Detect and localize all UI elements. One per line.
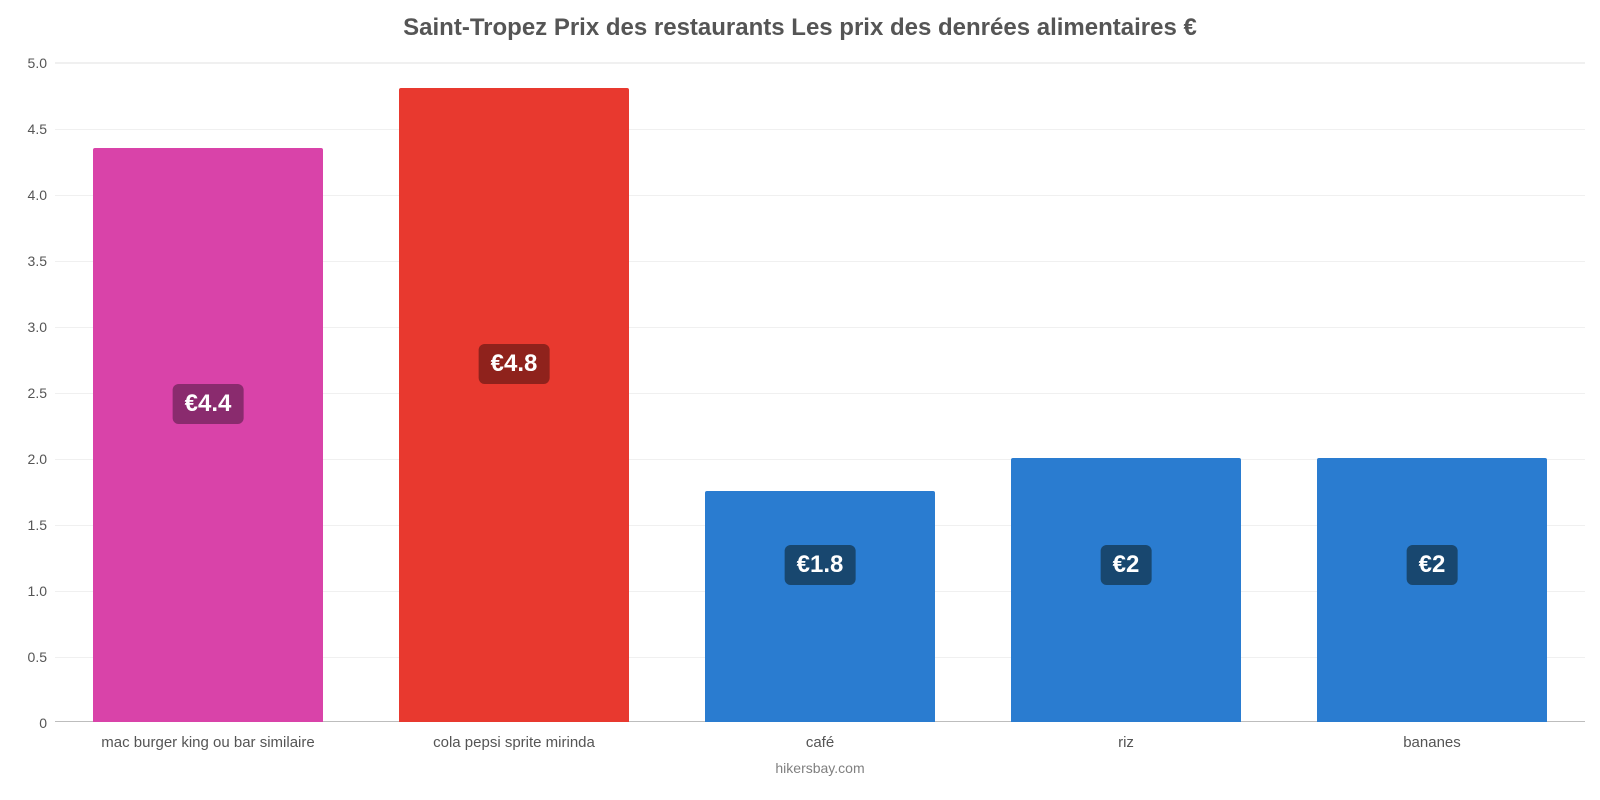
value-label: €4.4 bbox=[173, 384, 244, 424]
x-category-label: café bbox=[806, 734, 834, 751]
value-label: €1.8 bbox=[785, 545, 856, 585]
y-tick-label: 2.0 bbox=[28, 451, 55, 467]
plot-area: 00.51.01.52.02.53.03.54.04.55.0€4.4€4.8€… bbox=[55, 62, 1585, 722]
y-tick-label: 3.0 bbox=[28, 319, 55, 335]
y-tick-label: 3.5 bbox=[28, 253, 55, 269]
value-label: €2 bbox=[1407, 545, 1458, 585]
bar bbox=[399, 88, 629, 722]
y-tick-label: 5.0 bbox=[28, 55, 55, 71]
bar bbox=[705, 491, 935, 722]
bar bbox=[1011, 458, 1241, 722]
value-label: €2 bbox=[1101, 545, 1152, 585]
source-attribution: hikersbay.com bbox=[775, 760, 864, 776]
y-tick-label: 4.5 bbox=[28, 121, 55, 137]
grid-line bbox=[55, 63, 1585, 64]
y-tick-label: 1.5 bbox=[28, 517, 55, 533]
y-tick-label: 0.5 bbox=[28, 649, 55, 665]
x-category-label: riz bbox=[1118, 734, 1134, 751]
x-category-label: cola pepsi sprite mirinda bbox=[433, 734, 595, 751]
chart-title: Saint-Tropez Prix des restaurants Les pr… bbox=[0, 14, 1600, 42]
y-tick-label: 1.0 bbox=[28, 583, 55, 599]
y-tick-label: 0 bbox=[39, 715, 55, 731]
x-category-label: bananes bbox=[1403, 734, 1461, 751]
y-tick-label: 2.5 bbox=[28, 385, 55, 401]
grid-line bbox=[55, 129, 1585, 130]
y-tick-label: 4.0 bbox=[28, 187, 55, 203]
x-category-label: mac burger king ou bar similaire bbox=[101, 734, 314, 751]
chart-container: Saint-Tropez Prix des restaurants Les pr… bbox=[0, 0, 1600, 800]
value-label: €4.8 bbox=[479, 344, 550, 384]
bar bbox=[1317, 458, 1547, 722]
bar bbox=[93, 148, 323, 722]
